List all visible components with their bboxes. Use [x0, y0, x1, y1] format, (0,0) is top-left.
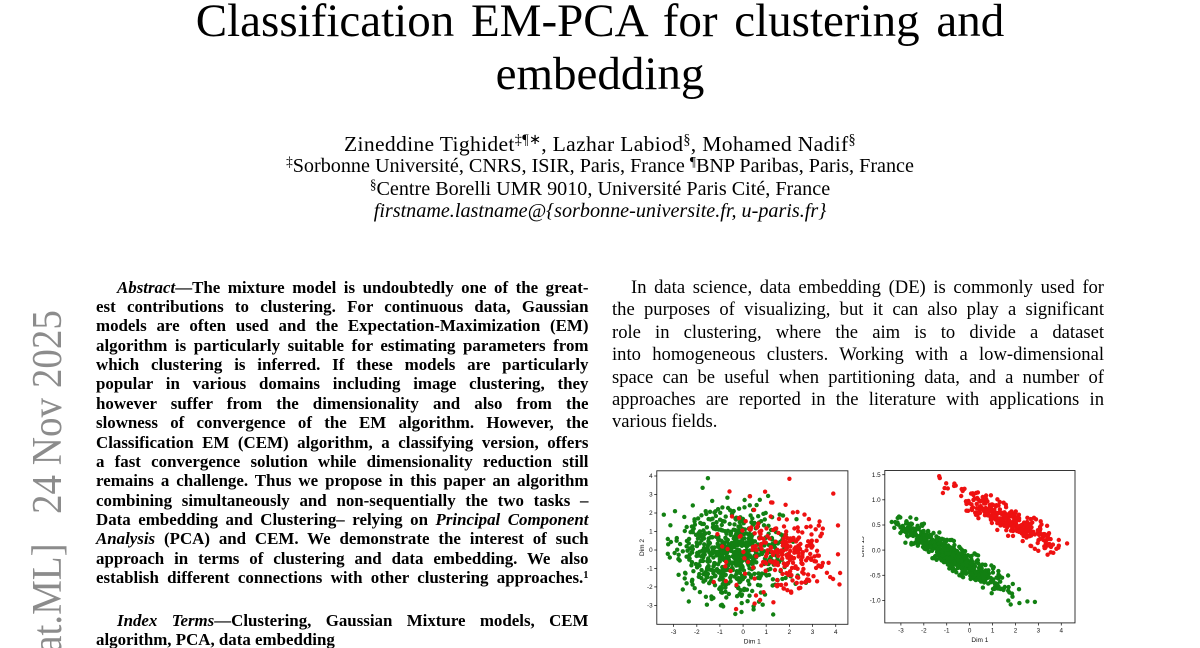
- svg-text:-1: -1: [717, 629, 723, 636]
- svg-text:0: 0: [968, 627, 972, 634]
- svg-text:Dim 1: Dim 1: [971, 637, 988, 644]
- svg-text:1: 1: [764, 629, 768, 636]
- svg-text:1: 1: [991, 627, 995, 634]
- svg-text:1.5: 1.5: [872, 472, 881, 479]
- svg-text:4: 4: [649, 473, 653, 480]
- svg-text:2: 2: [788, 629, 792, 636]
- svg-text:0.5: 0.5: [872, 522, 881, 529]
- svg-text:2: 2: [649, 510, 653, 517]
- svg-text:4: 4: [1060, 627, 1064, 634]
- svg-text:-0.5: -0.5: [870, 573, 881, 580]
- svg-text:4: 4: [834, 629, 838, 636]
- svg-text:-2: -2: [921, 627, 927, 634]
- svg-text:3: 3: [1037, 627, 1041, 634]
- svg-text:-3: -3: [671, 629, 677, 636]
- svg-text:-3: -3: [898, 627, 904, 634]
- svg-text:0: 0: [649, 547, 653, 554]
- svg-text:0: 0: [741, 629, 745, 636]
- svg-text:-1: -1: [944, 627, 950, 634]
- svg-text:3: 3: [649, 492, 653, 499]
- svg-text:Dim 2: Dim 2: [639, 539, 646, 556]
- svg-text:0.0: 0.0: [872, 547, 881, 554]
- svg-text:3: 3: [811, 629, 815, 636]
- svg-text:Dim 15: Dim 15: [862, 536, 866, 557]
- svg-text:-1: -1: [647, 566, 653, 573]
- svg-text:1: 1: [649, 529, 653, 536]
- svg-text:-2: -2: [647, 584, 653, 591]
- svg-text:-2: -2: [694, 629, 700, 636]
- svg-text:1.0: 1.0: [872, 497, 881, 504]
- svg-text:Dim 1: Dim 1: [744, 638, 761, 645]
- svg-text:-3: -3: [647, 603, 653, 610]
- svg-text:-1.0: -1.0: [870, 598, 881, 605]
- svg-text:2: 2: [1014, 627, 1018, 634]
